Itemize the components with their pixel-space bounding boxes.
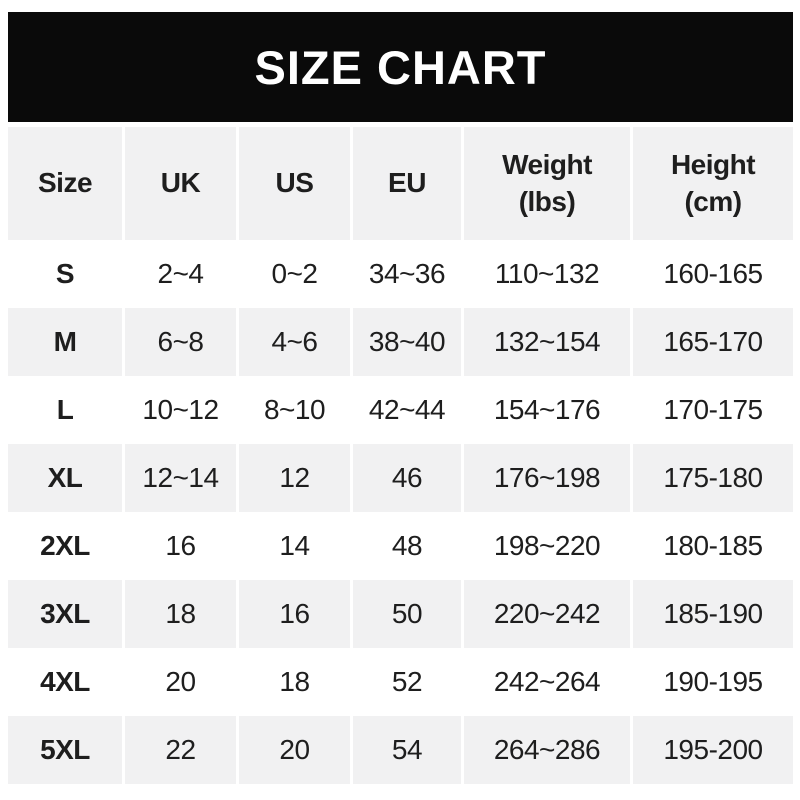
table-row-5xl: 5XL 22 20 54 264~286 195-200 [8,716,793,784]
weight-cell: 220~242 [464,580,630,648]
eu-cell: 46 [353,444,461,512]
eu-cell: 54 [353,716,461,784]
height-cell: 180-185 [633,512,793,580]
size-table: Size UK US EU Weight (lbs) Height (cm) S 2… [8,127,793,784]
height-cell: 160-165 [633,240,793,308]
uk-cell: 22 [125,716,236,784]
weight-cell: 110~132 [464,240,630,308]
size-cell: S [8,240,122,308]
table-row-3xl: 3XL 18 16 50 220~242 185-190 [8,580,793,648]
column-header-weight: Weight (lbs) [464,127,630,240]
weight-cell: 242~264 [464,648,630,716]
us-cell: 18 [239,648,350,716]
us-cell: 0~2 [239,240,350,308]
column-header-us: US [239,127,350,240]
page-title: SIZE CHART [254,40,547,94]
eu-cell: 34~36 [353,240,461,308]
column-header-height: Height (cm) [633,127,793,240]
height-cell: 175-180 [633,444,793,512]
column-header-label: UK [160,167,201,199]
height-cell: 165-170 [633,308,793,376]
uk-cell: 6~8 [125,308,236,376]
size-cell: 4XL [8,648,122,716]
eu-cell: 42~44 [353,376,461,444]
height-cell: 170-175 [633,376,793,444]
size-cell: 2XL [8,512,122,580]
height-cell: 190-195 [633,648,793,716]
size-chart-banner: SIZE CHART [8,12,793,122]
size-cell: 3XL [8,580,122,648]
column-header-size: Size [8,127,122,240]
us-cell: 20 [239,716,350,784]
column-header-uk: UK [125,127,236,240]
uk-cell: 16 [125,512,236,580]
us-cell: 14 [239,512,350,580]
weight-cell: 264~286 [464,716,630,784]
us-cell: 4~6 [239,308,350,376]
eu-cell: 50 [353,580,461,648]
column-header-eu: EU [353,127,461,240]
column-header-label: Size [37,167,93,199]
size-cell: L [8,376,122,444]
uk-cell: 10~12 [125,376,236,444]
column-header-sublabel: (cm) [684,185,742,217]
column-header-label: Weight [502,149,592,181]
weight-cell: 154~176 [464,376,630,444]
table-header-row: Size UK US EU Weight (lbs) Height (cm) [8,127,793,240]
eu-cell: 52 [353,648,461,716]
uk-cell: 18 [125,580,236,648]
size-cell: XL [8,444,122,512]
height-cell: 185-190 [633,580,793,648]
eu-cell: 38~40 [353,308,461,376]
uk-cell: 20 [125,648,236,716]
column-header-sublabel: (lbs) [518,185,576,217]
table-row-l: L 10~12 8~10 42~44 154~176 170-175 [8,376,793,444]
weight-cell: 132~154 [464,308,630,376]
table-row-xl: XL 12~14 12 46 176~198 175-180 [8,444,793,512]
column-header-label: US [275,167,314,199]
uk-cell: 12~14 [125,444,236,512]
size-cell: M [8,308,122,376]
uk-cell: 2~4 [125,240,236,308]
height-cell: 195-200 [633,716,793,784]
eu-cell: 48 [353,512,461,580]
column-header-label: EU [388,167,426,199]
weight-cell: 198~220 [464,512,630,580]
table-row-s: S 2~4 0~2 34~36 110~132 160-165 [8,240,793,308]
column-header-label: Height [670,149,756,181]
table-row-2xl: 2XL 16 14 48 198~220 180-185 [8,512,793,580]
us-cell: 8~10 [239,376,350,444]
us-cell: 12 [239,444,350,512]
table-row-m: M 6~8 4~6 38~40 132~154 165-170 [8,308,793,376]
us-cell: 16 [239,580,350,648]
weight-cell: 176~198 [464,444,630,512]
table-row-4xl: 4XL 20 18 52 242~264 190-195 [8,648,793,716]
size-cell: 5XL [8,716,122,784]
